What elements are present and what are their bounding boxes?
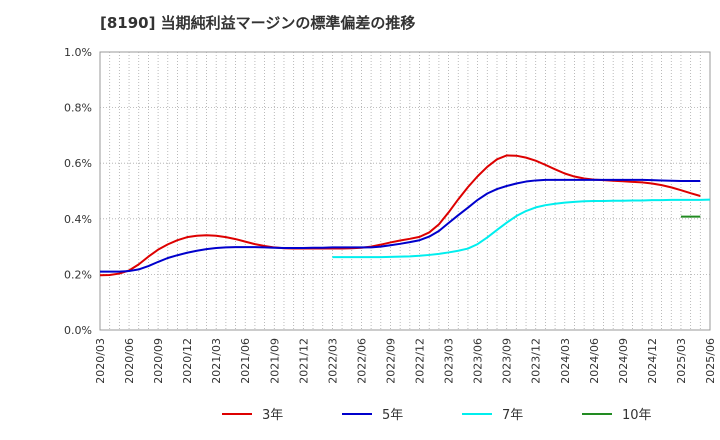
x-tick-label: 2022/12 xyxy=(414,338,427,384)
x-tick-label: 2023/09 xyxy=(501,338,514,384)
x-tick-label: 2022/09 xyxy=(384,338,397,384)
chart-title: [8190] 当期純利益マージンの標準偏差の推移 xyxy=(100,14,416,32)
series-line-5年 xyxy=(100,178,701,273)
x-tick-label: 2024/06 xyxy=(588,338,601,384)
y-tick-label: 0.4% xyxy=(64,213,92,226)
x-tick-label: 2023/06 xyxy=(472,338,485,384)
x-tick-label: 2021/06 xyxy=(239,338,252,384)
legend-label: 3年 xyxy=(262,408,283,423)
y-tick-label: 0.6% xyxy=(64,157,92,170)
x-tick-label: 2021/09 xyxy=(268,338,281,384)
y-tick-label: 0.2% xyxy=(64,268,92,281)
x-tick-label: 2025/03 xyxy=(675,338,688,384)
x-tick-label: 2020/09 xyxy=(152,338,165,384)
legend-label: 5年 xyxy=(382,408,403,423)
y-tick-label: 0.8% xyxy=(64,102,92,115)
legend-label: 7年 xyxy=(502,408,523,423)
x-tick-label: 2020/03 xyxy=(94,338,107,384)
legend-label: 10年 xyxy=(622,408,652,423)
x-tick-label: 2020/12 xyxy=(181,338,194,384)
x-tick-label: 2024/09 xyxy=(617,338,630,384)
y-tick-label: 0.0% xyxy=(64,324,92,337)
x-tick-label: 2024/12 xyxy=(646,338,659,384)
x-tick-label: 2021/03 xyxy=(210,338,223,384)
y-tick-label: 1.0% xyxy=(64,46,92,59)
plot-area: 0.0% 0.2% 0.4% 0.6% 0.8% 1.0% 2020/03 2020/06 20… xyxy=(64,46,717,423)
x-tick-label: 2022/06 xyxy=(355,338,368,384)
x-tick-label: 2025/06 xyxy=(704,338,717,384)
x-tick-label: 2022/03 xyxy=(326,338,339,384)
series-line-7年 xyxy=(332,198,711,259)
plot-border xyxy=(99,51,711,331)
x-tick-label: 2023/03 xyxy=(443,338,456,384)
x-tick-label: 2023/12 xyxy=(530,338,543,384)
x-tick-label: 2020/06 xyxy=(123,338,136,384)
x-tick-label: 2024/03 xyxy=(559,338,572,384)
x-tick-label: 2021/12 xyxy=(297,338,310,384)
